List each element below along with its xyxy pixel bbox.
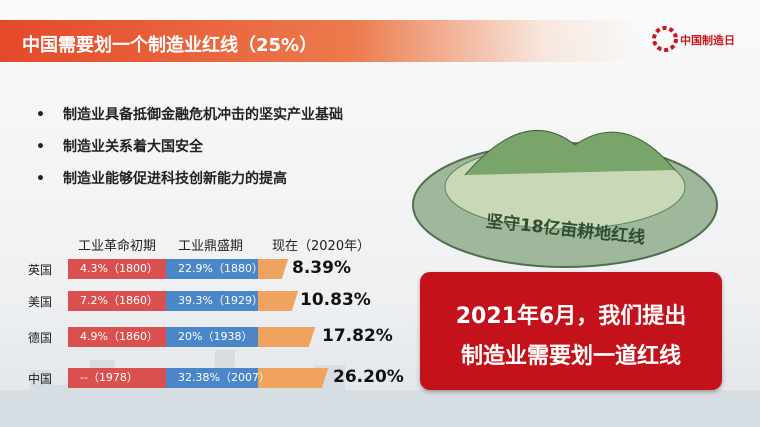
early-bar: --（1978） bbox=[68, 368, 168, 388]
now-value: 8.39% bbox=[292, 258, 351, 278]
early-bar: 4.9%（1860） bbox=[68, 327, 168, 347]
peak-bar: 20%（1938） bbox=[166, 327, 258, 347]
row-label: 英国 bbox=[28, 263, 53, 277]
row-label: 美国 bbox=[28, 295, 53, 309]
column-header: 现在（2020年） bbox=[272, 239, 371, 254]
now-value: 17.82% bbox=[322, 326, 393, 346]
row-label: 德国 bbox=[28, 331, 53, 345]
early-bar: 7.2%（1860） bbox=[68, 291, 168, 311]
logo-icon bbox=[652, 26, 678, 52]
row-label: 中国 bbox=[28, 372, 53, 386]
now-value: 10.83% bbox=[300, 290, 371, 310]
logo: 中国制造日 bbox=[680, 34, 735, 47]
illustration: 坚守18亿亩耕地红线 bbox=[412, 130, 718, 268]
now-value: 26.20% bbox=[333, 367, 404, 387]
peak-bar: 39.3%（1929） bbox=[166, 291, 263, 311]
skyline bbox=[0, 350, 760, 427]
callout-text: 制造业需要划一道红线 bbox=[460, 344, 681, 369]
bullet: • 制造业具备抵御金融危机冲击的坚实产业基础 bbox=[36, 107, 343, 123]
column-header: 工业革命初期 bbox=[78, 239, 157, 254]
peak-bar: 32.38%（2007） bbox=[166, 368, 270, 388]
title-bar bbox=[0, 20, 640, 62]
peak-bar: 22.9%（1880） bbox=[166, 259, 263, 279]
callout-text: 2021年6月，我们提出 bbox=[455, 304, 687, 329]
bullet: • 制造业能够促进科技创新能力的提高 bbox=[36, 171, 287, 187]
bullet: • 制造业关系着大国安全 bbox=[36, 139, 203, 155]
column-header: 工业鼎盛期 bbox=[178, 239, 244, 254]
title: 中国需要划一个制造业红线（25%） bbox=[22, 35, 318, 56]
callout-box bbox=[420, 272, 722, 390]
early-bar: 4.3%（1800） bbox=[68, 259, 168, 279]
